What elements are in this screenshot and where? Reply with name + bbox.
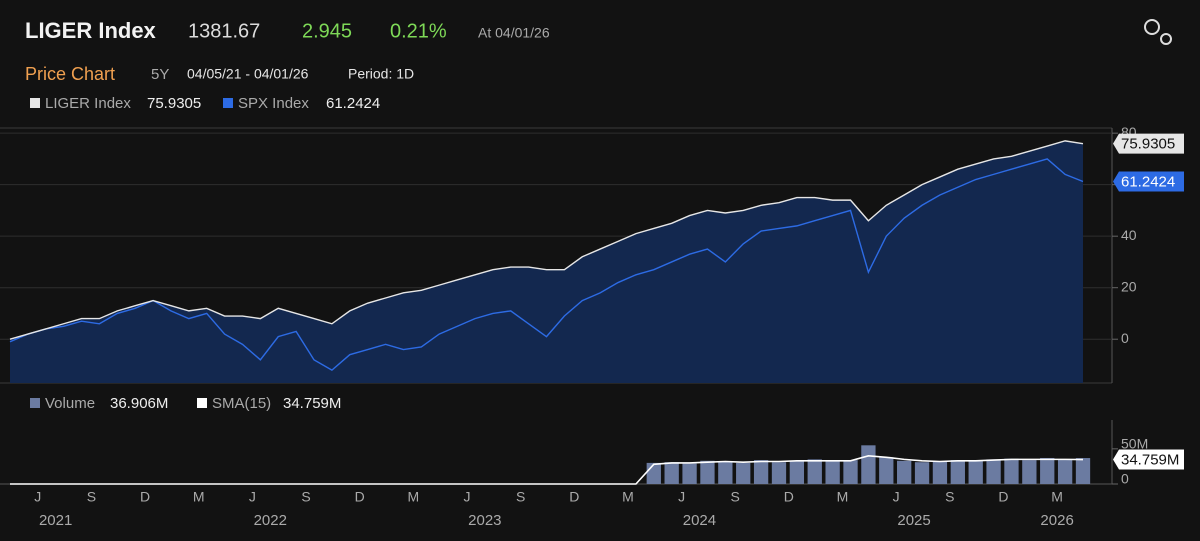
legend-swatch bbox=[197, 398, 207, 408]
volume-bar bbox=[914, 462, 930, 484]
year-label: 2022 bbox=[254, 512, 287, 529]
volume-bar bbox=[664, 462, 679, 484]
value-tag-label: 75.9305 bbox=[1121, 136, 1175, 153]
x-tick-label: J bbox=[678, 489, 685, 505]
as-of: At 04/01/26 bbox=[478, 25, 550, 41]
legend-label: Volume bbox=[45, 395, 95, 412]
x-tick-label: D bbox=[569, 489, 579, 505]
gear bbox=[1160, 33, 1172, 45]
area bbox=[10, 140, 1083, 383]
y-tick-label: 0 bbox=[1121, 330, 1129, 346]
series-line bbox=[10, 455, 1084, 485]
x-tick-label: D bbox=[784, 489, 794, 505]
legend-swatch bbox=[223, 98, 233, 108]
x-tick-label: S bbox=[731, 489, 740, 505]
legend-label: SPX Index bbox=[238, 95, 309, 112]
volume-bar bbox=[718, 461, 733, 484]
x-tick-label: M bbox=[1051, 489, 1063, 505]
volume-bar bbox=[986, 459, 1001, 484]
volume-bar bbox=[1004, 458, 1019, 484]
volume-bar bbox=[789, 460, 805, 484]
volume-bar bbox=[843, 460, 858, 484]
x-tick-label: S bbox=[516, 489, 525, 505]
value-tag bbox=[1113, 133, 1184, 154]
x-tick-label: S bbox=[87, 489, 96, 505]
y-tick-label: 20 bbox=[1121, 278, 1137, 294]
x-tick-label: J bbox=[893, 489, 900, 505]
value-tag-label: 61.2424 bbox=[1121, 173, 1175, 190]
volume-bar bbox=[968, 460, 983, 484]
volume-bar bbox=[861, 445, 876, 484]
volume-bar bbox=[1057, 459, 1073, 484]
volume-bar bbox=[753, 460, 769, 484]
year-label: 2021 bbox=[39, 512, 72, 529]
change: 2.945 bbox=[302, 20, 352, 42]
legend-value: 61.2424 bbox=[326, 95, 380, 112]
x-tick-label: M bbox=[837, 489, 849, 505]
x-tick-label: D bbox=[998, 489, 1008, 505]
settings-icon[interactable] bbox=[1144, 19, 1172, 45]
volume-bar bbox=[700, 460, 715, 484]
x-tick-label: M bbox=[622, 489, 634, 505]
period: Period: 1D bbox=[348, 66, 414, 82]
volume-bar bbox=[736, 462, 751, 484]
volume-bar bbox=[897, 460, 912, 484]
x-tick-label: M bbox=[193, 489, 205, 505]
legend-label: SMA(15) bbox=[212, 395, 271, 412]
x-tick-label: S bbox=[301, 489, 310, 505]
legend-swatch bbox=[30, 398, 40, 408]
y-tick-label: 50M bbox=[1121, 436, 1148, 452]
date-range: 04/05/21 - 04/01/26 bbox=[187, 66, 309, 82]
range[interactable]: 5Y bbox=[151, 66, 169, 83]
value-tag bbox=[1113, 171, 1184, 192]
volume-bar bbox=[1022, 460, 1037, 484]
gear bbox=[1144, 19, 1160, 35]
x-tick-label: J bbox=[463, 489, 470, 505]
x-tick-label: D bbox=[140, 489, 150, 505]
volume-bar bbox=[1040, 457, 1055, 484]
legend-value: 36.906M bbox=[110, 395, 168, 412]
volume-bar bbox=[1075, 458, 1091, 484]
value-tag bbox=[1113, 449, 1184, 470]
x-tick-label: D bbox=[355, 489, 365, 505]
x-tick-label: J bbox=[249, 489, 256, 505]
x-tick-label: M bbox=[407, 489, 419, 505]
series-line bbox=[9, 140, 1084, 340]
year-label: 2025 bbox=[897, 512, 930, 529]
index-title: LIGER Index bbox=[25, 18, 157, 43]
y-tick-label: 40 bbox=[1121, 227, 1137, 243]
legend-label: LIGER Index bbox=[45, 95, 131, 112]
volume-bar bbox=[771, 462, 787, 484]
price: 1381.67 bbox=[188, 20, 260, 42]
change-pct: 0.21% bbox=[390, 20, 447, 42]
volume-bar bbox=[932, 461, 948, 484]
x-tick-label: J bbox=[34, 489, 41, 505]
year-label: 2024 bbox=[683, 512, 716, 529]
legend-value: 75.9305 bbox=[147, 95, 201, 112]
volume-bar bbox=[950, 460, 965, 484]
section-title: Price Chart bbox=[25, 64, 115, 84]
volume-bar bbox=[807, 459, 822, 484]
series-line bbox=[9, 158, 1084, 371]
volume-bar bbox=[879, 457, 894, 484]
year-label: 2026 bbox=[1040, 512, 1073, 529]
value-tag-label: 34.759M bbox=[1121, 452, 1179, 469]
x-tick-label: S bbox=[945, 489, 954, 505]
volume-bar bbox=[682, 463, 697, 484]
volume-bar bbox=[825, 461, 840, 484]
year-label: 2023 bbox=[468, 512, 501, 529]
legend-value: 34.759M bbox=[283, 395, 341, 412]
y-tick-label: 0 bbox=[1121, 471, 1129, 487]
legend-swatch bbox=[30, 98, 40, 108]
volume-bar bbox=[646, 462, 661, 484]
